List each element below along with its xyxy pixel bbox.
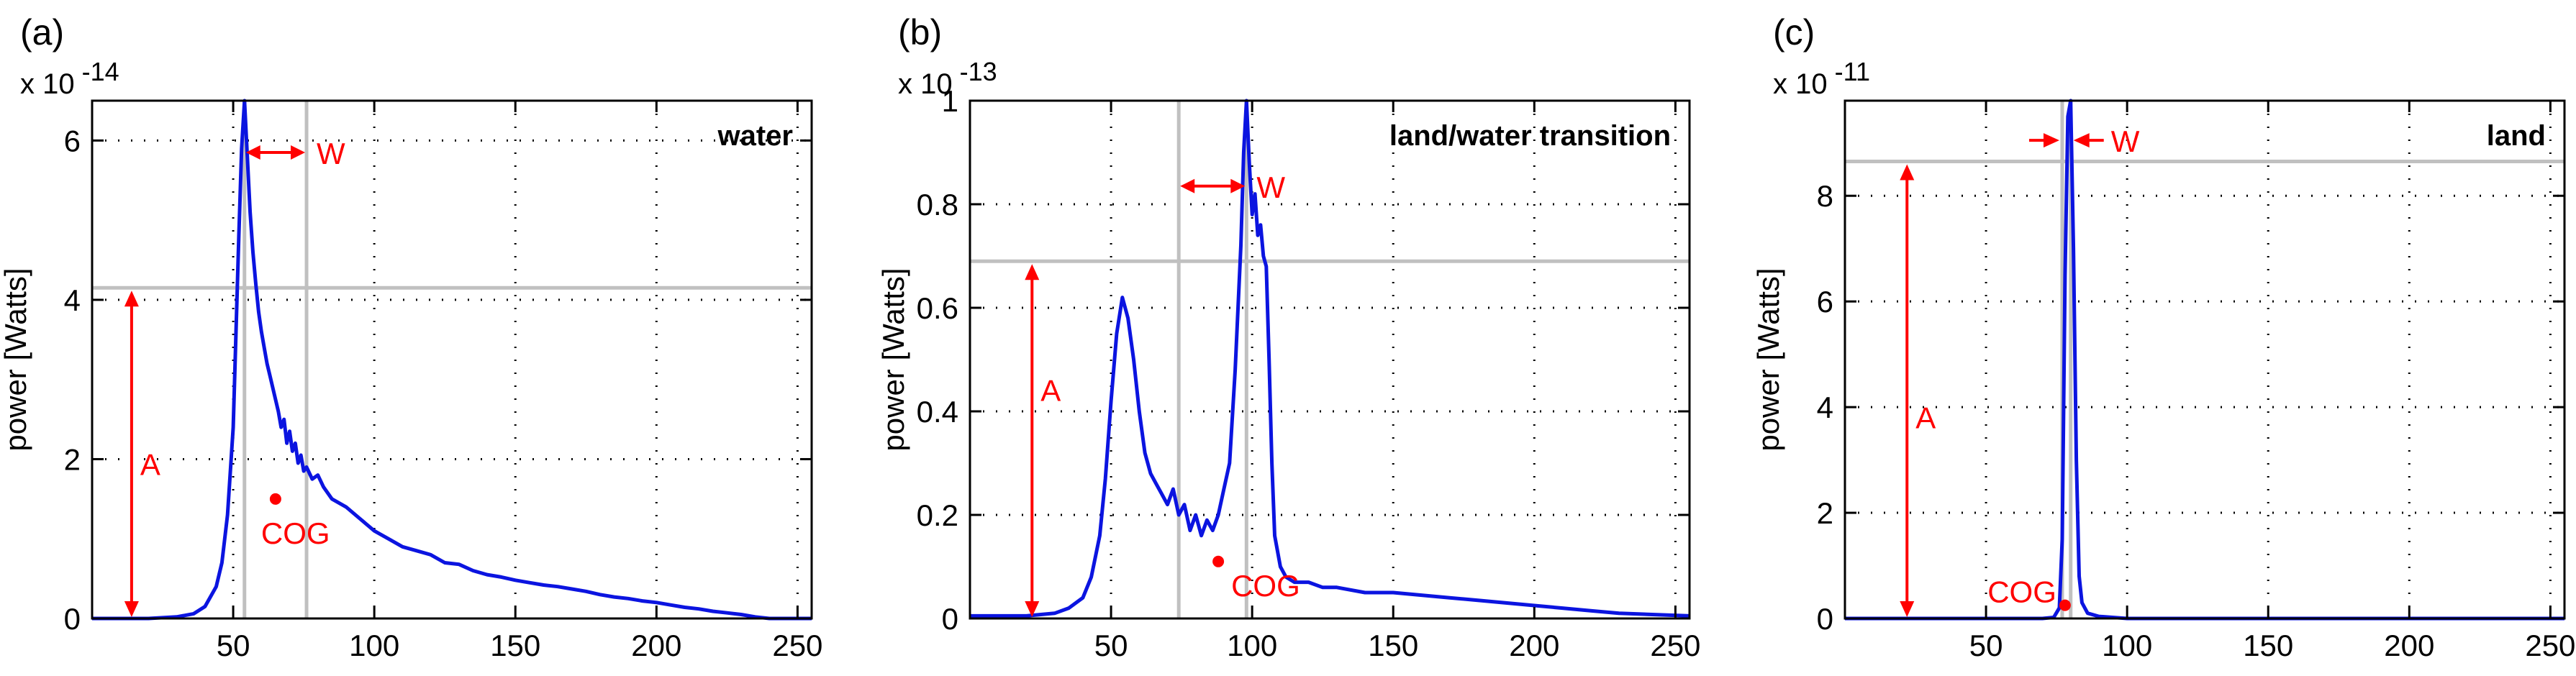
W-arrowhead-left (2043, 133, 2059, 148)
x-tick-label: 100 (2102, 629, 2152, 662)
exponent-power: -14 (82, 57, 119, 86)
y-axis-label: power [Watts] (0, 268, 32, 451)
series-line (970, 99, 1690, 618)
y-tick-label: 2 (64, 442, 81, 476)
grid (92, 101, 812, 618)
x-tick-label: 100 (1227, 629, 1277, 662)
A-label: A (1915, 401, 1936, 435)
W-arrowhead-left (245, 145, 260, 160)
exponent-power: -11 (1835, 57, 1870, 86)
panel-b: 50 100 150 200 250 0 0.2 0.4 0.6 0.8 1(b) x 10 -13 po… (876, 12, 1700, 662)
exponent-base: x 10 (20, 68, 75, 100)
axes-box (969, 99, 1691, 620)
panel-label: (b) (898, 12, 942, 52)
A-label: A (140, 448, 160, 482)
A-arrowhead-bottom (1025, 601, 1040, 617)
y-tick-label: 6 (64, 124, 81, 157)
COG-marker (269, 493, 281, 505)
A-arrowhead-bottom (1900, 601, 1915, 617)
W-label: W (1256, 170, 1285, 204)
x-tick-label: 250 (772, 629, 822, 662)
y-tick-label: 0.6 (917, 291, 958, 325)
x-tick-label: 50 (1969, 629, 2003, 662)
A-arrowhead-bottom (124, 601, 139, 617)
panel-a: 50 100 150 200 250 0 2 4 6 (a) x 10 -14 power [Watts… (0, 12, 822, 662)
A-arrowhead-top (1900, 164, 1915, 181)
y-tick-label: 2 (1817, 496, 1833, 530)
x-tick-label: 150 (1368, 629, 1418, 662)
W-arrowhead-right (1230, 178, 1246, 193)
x-tick-label: 100 (349, 629, 399, 662)
W-arrowhead-left (1180, 178, 1195, 193)
axes-box (91, 99, 813, 620)
x-tick-label: 200 (1509, 629, 1559, 662)
axes-box (1843, 99, 2566, 620)
plot-title: water (717, 120, 794, 152)
y-tick-label: 4 (1817, 390, 1833, 424)
COG-label: COG (261, 516, 330, 550)
x-tick-label: 50 (217, 629, 250, 662)
y-tick-label: 1 (942, 84, 958, 118)
A-label: A (1040, 374, 1061, 408)
y-axis-label: power [Watts] (1751, 268, 1785, 451)
y-tick-label: 0.8 (917, 188, 958, 221)
exponent-label: x 10 -14 (20, 57, 119, 100)
y-axis-label: power [Watts] (876, 268, 910, 451)
grid (1845, 101, 2564, 618)
y-tick-label: 0.4 (917, 395, 958, 429)
W-arrowhead-right (2073, 133, 2090, 148)
COG-label: COG (1231, 569, 1300, 603)
y-tick-label: 0.2 (917, 498, 958, 532)
y-tick-label: 8 (1817, 179, 1833, 213)
A-arrowhead-top (124, 291, 139, 307)
panel-label: (a) (20, 12, 64, 52)
exponent-base: x 10 (1773, 68, 1828, 100)
x-tick-label: 200 (2384, 629, 2434, 662)
grid (970, 101, 1690, 618)
y-tick-label: 0 (64, 602, 81, 636)
series-line (92, 99, 812, 621)
panel-c: 50 100 150 200 250 0 2 4 6 8 (c) x 10 -11 power [Watt… (1751, 12, 2575, 662)
plot-title: land (2487, 120, 2546, 152)
COG-marker (1212, 555, 1225, 567)
W-label: W (317, 137, 345, 170)
x-tick-label: 150 (2243, 629, 2293, 662)
exponent-base: x 10 (898, 68, 953, 100)
COG-marker (2059, 599, 2071, 611)
exponent-label: x 10 -11 (1773, 57, 1870, 100)
exponent-label: x 10 -13 (898, 57, 997, 100)
x-tick-label: 50 (1094, 629, 1128, 662)
panel-label: (c) (1773, 12, 1815, 52)
exponent-power: -13 (960, 57, 997, 86)
A-arrowhead-top (1025, 264, 1040, 280)
y-tick-label: 0 (1817, 602, 1833, 636)
x-tick-label: 250 (2525, 629, 2575, 662)
series-line (1845, 99, 2564, 621)
W-label: W (2111, 124, 2140, 158)
W-arrowhead-right (291, 145, 306, 160)
x-tick-label: 200 (631, 629, 681, 662)
COG-label: COG (1987, 575, 2056, 609)
plot-title: land/water transition (1389, 120, 1671, 152)
y-tick-label: 0 (942, 602, 958, 636)
x-tick-label: 150 (490, 629, 540, 662)
y-tick-label: 6 (1817, 285, 1833, 319)
y-tick-label: 4 (64, 283, 81, 317)
x-tick-label: 250 (1650, 629, 1700, 662)
